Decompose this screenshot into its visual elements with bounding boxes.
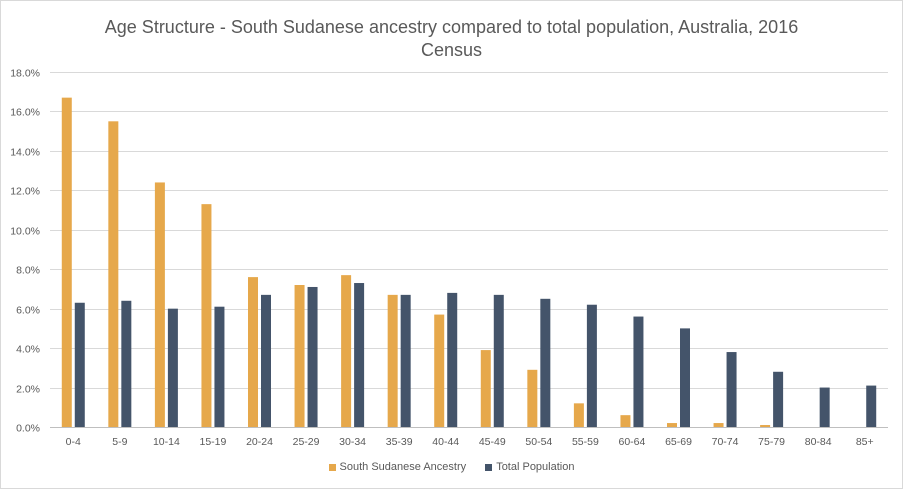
bar-south-sudanese [713, 423, 724, 427]
legend-swatch-total-population [485, 463, 493, 471]
bar-total-population [586, 304, 597, 427]
y-tick-label: 16.0% [10, 107, 40, 119]
chart-title: Age Structure - South Sudanese ancestry … [0, 16, 903, 62]
x-tick-label: 85+ [856, 436, 874, 448]
legend-label-total-population: Total Population [496, 461, 575, 473]
bar-total-population [493, 294, 504, 427]
bar-total-population [866, 385, 877, 427]
bar-south-sudanese [341, 275, 352, 427]
bar-south-sudanese [387, 294, 398, 427]
bar-total-population [773, 371, 784, 427]
x-tick-label: 80-84 [805, 436, 832, 448]
bar-total-population [74, 302, 85, 427]
y-tick-label: 14.0% [10, 147, 40, 159]
bar-total-population [214, 306, 225, 427]
y-tick-label: 6.0% [16, 305, 40, 317]
bar-south-sudanese [620, 415, 631, 427]
legend-item-south-sudanese: South Sudanese Ancestry [328, 461, 467, 473]
chart-title-line1: Age Structure - South Sudanese ancestry … [104, 17, 799, 37]
bar-total-population [261, 294, 271, 427]
bar-total-population [121, 300, 132, 427]
bar-total-population [167, 308, 178, 427]
bar-south-sudanese [434, 314, 445, 427]
bar-total-population [726, 352, 737, 427]
bar-south-sudanese [248, 277, 258, 427]
x-tick-label: 65-69 [665, 436, 692, 448]
bar-total-population [540, 298, 551, 427]
y-tick-label: 10.0% [10, 226, 40, 238]
legend-label-south-sudanese: South Sudanese Ancestry [339, 461, 467, 473]
bar-total-population [354, 283, 365, 427]
x-tick-label: 0-4 [66, 436, 81, 448]
bar-south-sudanese [108, 121, 119, 428]
bar-south-sudanese [61, 97, 72, 427]
x-tick-label: 20-24 [246, 436, 273, 448]
x-tick-label: 40-44 [432, 436, 459, 448]
bar-total-population [400, 294, 411, 427]
y-tick-label: 4.0% [16, 344, 40, 356]
bar-south-sudanese [527, 369, 538, 427]
legend-item-total-population: Total Population [485, 461, 574, 473]
x-tick-label: 35-39 [386, 436, 413, 448]
chart-title-line2: Census [420, 40, 483, 60]
legend: South Sudanese Ancestry Total Population [0, 461, 903, 474]
bar-total-population [307, 286, 318, 427]
bar-south-sudanese [573, 403, 584, 427]
y-tick-label: 18.0% [10, 68, 40, 80]
x-tick-label: 15-19 [200, 436, 227, 448]
x-tick-label: 30-34 [339, 436, 366, 448]
bar-south-sudanese [760, 425, 771, 427]
x-tick-label: 60-64 [619, 436, 646, 448]
x-tick-label: 5-9 [112, 436, 127, 448]
y-tick-label: 12.0% [10, 186, 40, 198]
bar-south-sudanese [201, 204, 212, 427]
bar-south-sudanese [480, 350, 491, 427]
bar-total-population [447, 292, 458, 427]
x-tick-label: 45-49 [479, 436, 506, 448]
y-tick-label: 0.0% [16, 423, 40, 435]
bar-total-population [680, 328, 690, 427]
y-tick-label: 8.0% [16, 265, 40, 277]
x-tick-label: 10-14 [153, 436, 180, 448]
x-tick-label: 50-54 [525, 436, 552, 448]
x-tick-label: 55-59 [572, 436, 599, 448]
y-tick-label: 2.0% [16, 384, 40, 396]
bar-south-sudanese [154, 182, 165, 427]
bar-total-population [819, 387, 830, 427]
legend-swatch-south-sudanese [328, 463, 336, 471]
x-tick-label: 70-74 [712, 436, 739, 448]
x-tick-label: 25-29 [293, 436, 320, 448]
x-tick-label: 75-79 [758, 436, 785, 448]
bar-total-population [633, 316, 644, 427]
bar-south-sudanese [294, 285, 305, 427]
bar-south-sudanese [667, 423, 677, 427]
